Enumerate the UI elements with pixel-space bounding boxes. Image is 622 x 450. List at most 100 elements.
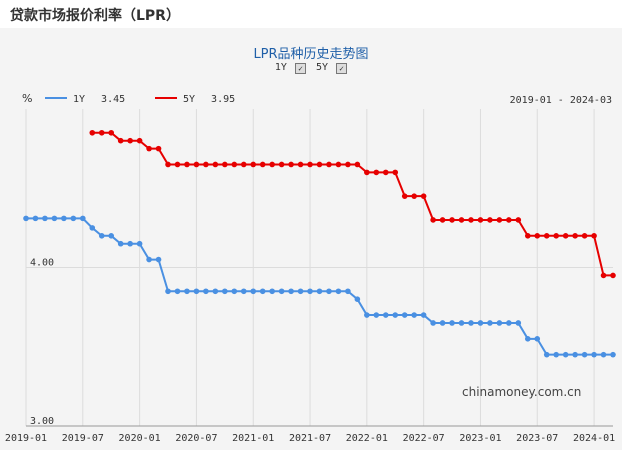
- data-point-1y[interactable]: [146, 256, 152, 263]
- data-point-1y[interactable]: [392, 312, 399, 318]
- toggle-1y[interactable]: 1Y ✓: [275, 62, 306, 74]
- data-point-1y[interactable]: [496, 320, 503, 326]
- data-point-5y[interactable]: [335, 161, 342, 168]
- toggle-5y[interactable]: 5Y ✓: [316, 62, 348, 74]
- data-point-1y[interactable]: [439, 320, 446, 326]
- data-point-5y[interactable]: [326, 161, 332, 168]
- data-point-1y[interactable]: [572, 351, 578, 358]
- data-point-5y[interactable]: [420, 193, 427, 199]
- data-point-5y[interactable]: [382, 169, 389, 176]
- data-point-5y[interactable]: [411, 193, 417, 199]
- data-point-1y[interactable]: [411, 312, 417, 318]
- data-point-1y[interactable]: [581, 351, 588, 358]
- data-point-1y[interactable]: [543, 351, 550, 358]
- data-point-5y[interactable]: [89, 129, 96, 136]
- data-point-5y[interactable]: [354, 161, 361, 168]
- data-point-1y[interactable]: [600, 351, 607, 358]
- data-point-5y[interactable]: [610, 272, 616, 279]
- data-point-5y[interactable]: [278, 161, 285, 168]
- data-point-1y[interactable]: [610, 351, 616, 358]
- data-point-1y[interactable]: [562, 351, 569, 358]
- data-point-5y[interactable]: [449, 217, 455, 223]
- data-point-1y[interactable]: [231, 288, 238, 295]
- data-point-5y[interactable]: [184, 161, 190, 168]
- data-point-1y[interactable]: [70, 215, 77, 222]
- data-point-5y[interactable]: [174, 161, 181, 168]
- data-point-5y[interactable]: [193, 161, 200, 168]
- data-point-5y[interactable]: [259, 161, 266, 168]
- data-point-5y[interactable]: [430, 217, 436, 223]
- data-point-1y[interactable]: [364, 312, 370, 318]
- data-point-5y[interactable]: [543, 233, 550, 239]
- data-point-1y[interactable]: [61, 215, 67, 222]
- data-point-1y[interactable]: [108, 233, 115, 239]
- data-point-1y[interactable]: [288, 288, 294, 295]
- data-point-1y[interactable]: [136, 240, 143, 247]
- data-point-5y[interactable]: [165, 161, 171, 168]
- data-point-1y[interactable]: [373, 312, 380, 318]
- data-point-5y[interactable]: [572, 233, 578, 239]
- data-point-1y[interactable]: [23, 215, 29, 222]
- data-point-1y[interactable]: [32, 215, 39, 222]
- data-point-1y[interactable]: [222, 288, 228, 295]
- data-point-5y[interactable]: [127, 137, 133, 144]
- data-point-5y[interactable]: [269, 161, 275, 168]
- data-point-1y[interactable]: [468, 320, 474, 326]
- data-point-5y[interactable]: [364, 169, 370, 176]
- data-point-1y[interactable]: [316, 288, 323, 295]
- data-point-5y[interactable]: [515, 217, 522, 223]
- data-point-5y[interactable]: [591, 233, 597, 239]
- data-point-5y[interactable]: [98, 129, 105, 136]
- data-point-5y[interactable]: [581, 233, 588, 239]
- data-point-5y[interactable]: [240, 161, 247, 168]
- data-point-1y[interactable]: [401, 312, 408, 318]
- data-point-5y[interactable]: [345, 161, 351, 168]
- data-point-1y[interactable]: [515, 320, 522, 326]
- data-point-5y[interactable]: [222, 161, 228, 168]
- data-point-5y[interactable]: [496, 217, 503, 223]
- data-point-1y[interactable]: [42, 215, 48, 222]
- data-point-5y[interactable]: [562, 233, 569, 239]
- data-point-1y[interactable]: [117, 240, 124, 247]
- data-point-1y[interactable]: [193, 288, 200, 295]
- data-point-5y[interactable]: [155, 145, 162, 152]
- data-point-1y[interactable]: [524, 336, 531, 342]
- data-point-1y[interactable]: [89, 225, 96, 231]
- data-point-5y[interactable]: [297, 161, 304, 168]
- data-point-1y[interactable]: [458, 320, 465, 326]
- data-point-5y[interactable]: [524, 233, 531, 239]
- data-point-1y[interactable]: [259, 288, 266, 295]
- data-point-1y[interactable]: [165, 288, 171, 295]
- checkbox-5y[interactable]: ✓: [336, 63, 348, 74]
- data-point-1y[interactable]: [127, 240, 133, 247]
- data-point-1y[interactable]: [449, 320, 455, 326]
- data-point-1y[interactable]: [345, 288, 351, 295]
- data-point-1y[interactable]: [307, 288, 313, 295]
- checkbox-1y[interactable]: ✓: [294, 63, 306, 74]
- data-point-1y[interactable]: [297, 288, 304, 295]
- data-point-5y[interactable]: [477, 217, 484, 223]
- data-point-1y[interactable]: [335, 288, 342, 295]
- data-point-1y[interactable]: [477, 320, 484, 326]
- data-point-1y[interactable]: [382, 312, 389, 318]
- data-point-5y[interactable]: [307, 161, 313, 168]
- data-point-5y[interactable]: [136, 137, 143, 144]
- data-point-5y[interactable]: [203, 161, 209, 168]
- data-point-1y[interactable]: [212, 288, 219, 295]
- data-point-1y[interactable]: [420, 312, 427, 318]
- data-point-5y[interactable]: [487, 217, 493, 223]
- data-point-1y[interactable]: [98, 233, 105, 239]
- data-point-5y[interactable]: [534, 233, 541, 239]
- data-point-5y[interactable]: [316, 161, 323, 168]
- data-point-5y[interactable]: [600, 272, 607, 279]
- data-point-1y[interactable]: [269, 288, 275, 295]
- data-point-1y[interactable]: [326, 288, 332, 295]
- data-point-1y[interactable]: [278, 288, 285, 295]
- data-point-5y[interactable]: [392, 169, 399, 176]
- data-point-1y[interactable]: [553, 351, 559, 358]
- data-point-1y[interactable]: [506, 320, 512, 326]
- data-point-5y[interactable]: [117, 137, 124, 144]
- data-point-5y[interactable]: [146, 145, 152, 152]
- data-point-1y[interactable]: [240, 288, 247, 295]
- data-point-5y[interactable]: [468, 217, 474, 223]
